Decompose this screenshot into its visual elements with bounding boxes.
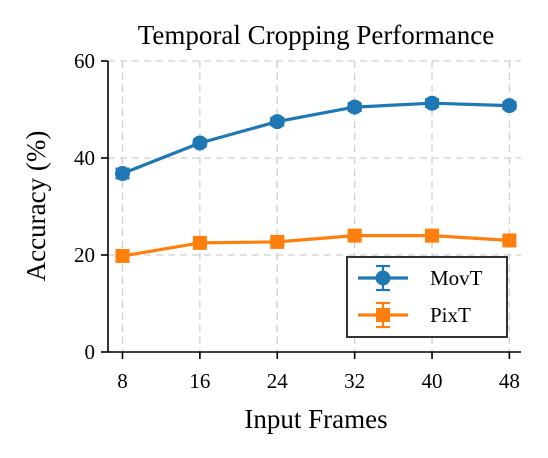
x-tick-label: 16	[189, 369, 210, 393]
data-point-pixt	[425, 228, 440, 243]
y-tick-label: 20	[74, 243, 95, 267]
chart-title: Temporal Cropping Performance	[138, 20, 495, 50]
data-point-movt	[501, 98, 517, 114]
series	[115, 95, 517, 263]
y-axis-label: Accuracy (%)	[21, 131, 51, 282]
x-tick-label: 48	[499, 369, 520, 393]
data-point-movt	[115, 166, 131, 182]
x-tick-label: 24	[267, 369, 289, 393]
data-point-movt	[192, 135, 208, 151]
legend-label-pixt: PixT	[430, 303, 471, 327]
legend-label-movt: MovT	[430, 266, 483, 290]
data-point-pixt	[270, 234, 285, 249]
x-tick-label: 32	[344, 369, 365, 393]
x-tick-label: 40	[422, 369, 443, 393]
series-line-movt	[121, 101, 510, 175]
data-point-movt	[269, 114, 285, 130]
legend-frame	[346, 256, 508, 338]
y-tick-label: 40	[74, 146, 95, 170]
legend-marker-pixt	[376, 308, 390, 322]
data-point-movt	[347, 99, 363, 115]
series-line-pixt	[122, 234, 510, 258]
legend: MovT PixT	[346, 256, 508, 338]
data-point-movt	[424, 95, 440, 111]
x-tick-label: 8	[117, 369, 128, 393]
y-tick-label: 0	[85, 340, 96, 364]
legend-marker-movt	[375, 270, 391, 286]
data-point-pixt	[192, 235, 207, 250]
data-point-pixt	[502, 233, 517, 248]
x-axis-label: Input Frames	[244, 404, 387, 434]
axes: 8 16 24 32 40 48 0 20 40 60	[74, 49, 521, 393]
data-point-pixt	[347, 228, 362, 243]
y-tick-label: 60	[74, 49, 95, 73]
data-point-pixt	[115, 248, 130, 263]
